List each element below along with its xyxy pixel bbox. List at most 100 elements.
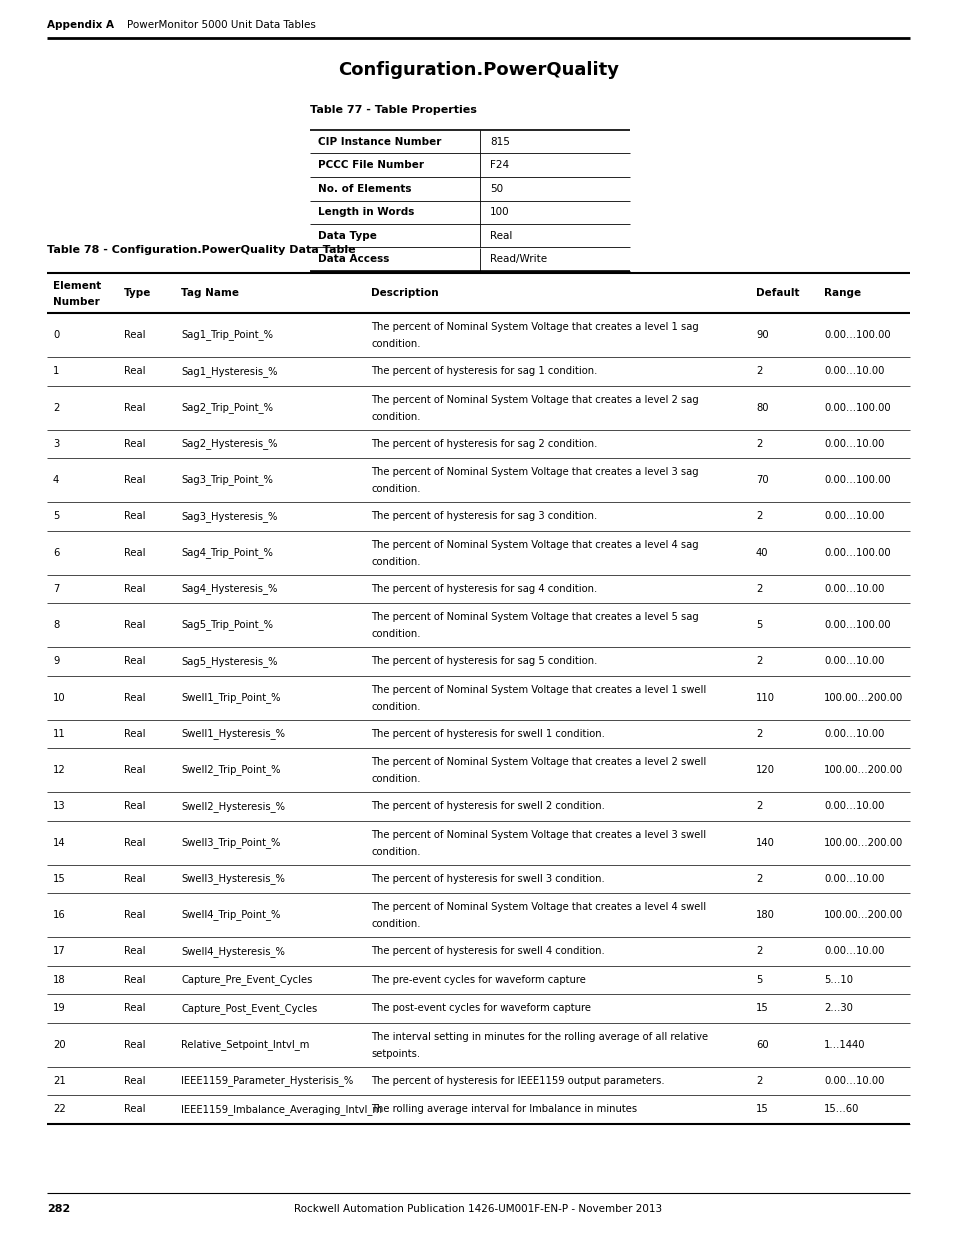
Text: 3: 3 <box>53 438 59 448</box>
Text: 0.00…10.00: 0.00…10.00 <box>823 656 883 666</box>
Text: The rolling average interval for Imbalance in minutes: The rolling average interval for Imbalan… <box>371 1104 637 1114</box>
Text: 0.00…10.00: 0.00…10.00 <box>823 584 883 594</box>
Text: The interval setting in minutes for the rolling average of all relative: The interval setting in minutes for the … <box>371 1031 707 1041</box>
Text: Swell4_Trip_Point_%: Swell4_Trip_Point_% <box>181 909 280 920</box>
Text: Swell2_Trip_Point_%: Swell2_Trip_Point_% <box>181 764 280 776</box>
Text: Number: Number <box>53 296 100 308</box>
Text: 40: 40 <box>755 547 768 557</box>
Text: 21: 21 <box>53 1076 66 1086</box>
Text: 2: 2 <box>755 367 761 377</box>
Text: 50: 50 <box>490 184 502 194</box>
Text: Swell1_Hysteresis_%: Swell1_Hysteresis_% <box>181 729 285 740</box>
Text: Real: Real <box>124 693 146 703</box>
Text: 0.00…100.00: 0.00…100.00 <box>823 330 890 340</box>
Text: Real: Real <box>124 620 146 630</box>
Text: PowerMonitor 5000 Unit Data Tables: PowerMonitor 5000 Unit Data Tables <box>127 20 315 30</box>
Text: 2: 2 <box>755 584 761 594</box>
Text: The pre-event cycles for waveform capture: The pre-event cycles for waveform captur… <box>371 974 585 984</box>
Text: IEEE1159_Parameter_Hysterisis_%: IEEE1159_Parameter_Hysterisis_% <box>181 1076 353 1087</box>
Text: 2: 2 <box>755 511 761 521</box>
Text: 15: 15 <box>755 1104 768 1114</box>
Text: The percent of Nominal System Voltage that creates a level 4 swell: The percent of Nominal System Voltage th… <box>371 902 705 911</box>
Text: 12: 12 <box>53 764 66 776</box>
Text: Real: Real <box>124 584 146 594</box>
Text: 0.00…10.00: 0.00…10.00 <box>823 511 883 521</box>
Text: Data Type: Data Type <box>317 231 376 241</box>
Text: condition.: condition. <box>371 774 420 784</box>
Text: 70: 70 <box>755 475 768 485</box>
Text: The percent of Nominal System Voltage that creates a level 2 sag: The percent of Nominal System Voltage th… <box>371 394 698 405</box>
Text: condition.: condition. <box>371 846 420 857</box>
Text: 17: 17 <box>53 946 66 956</box>
Text: condition.: condition. <box>371 629 420 638</box>
Text: Real: Real <box>124 910 146 920</box>
Text: condition.: condition. <box>371 411 420 421</box>
Text: 2: 2 <box>755 729 761 739</box>
Text: 2…30: 2…30 <box>823 1003 852 1013</box>
Text: Real: Real <box>124 837 146 847</box>
Text: 100.00…200.00: 100.00…200.00 <box>823 693 902 703</box>
Text: Real: Real <box>124 1003 146 1013</box>
Text: Sag3_Trip_Point_%: Sag3_Trip_Point_% <box>181 474 273 485</box>
Text: Range: Range <box>823 288 861 298</box>
Text: Configuration.PowerQuality: Configuration.PowerQuality <box>337 61 618 79</box>
Text: 100.00…200.00: 100.00…200.00 <box>823 837 902 847</box>
Text: condition.: condition. <box>371 701 420 711</box>
Text: Swell2_Hysteresis_%: Swell2_Hysteresis_% <box>181 800 285 811</box>
Text: 11: 11 <box>53 729 66 739</box>
Text: The percent of hysteresis for sag 5 condition.: The percent of hysteresis for sag 5 cond… <box>371 656 597 666</box>
Text: The percent of Nominal System Voltage that creates a level 3 sag: The percent of Nominal System Voltage th… <box>371 467 698 477</box>
Text: 0.00…10.00: 0.00…10.00 <box>823 946 883 956</box>
Text: Real: Real <box>124 1076 146 1086</box>
Text: 100.00…200.00: 100.00…200.00 <box>823 910 902 920</box>
Text: 22: 22 <box>53 1104 66 1114</box>
Text: Sag5_Hysteresis_%: Sag5_Hysteresis_% <box>181 656 277 667</box>
Text: 90: 90 <box>755 330 768 340</box>
Text: Real: Real <box>124 656 146 666</box>
Text: The percent of hysteresis for sag 2 condition.: The percent of hysteresis for sag 2 cond… <box>371 438 597 448</box>
Text: The percent of Nominal System Voltage that creates a level 5 sag: The percent of Nominal System Voltage th… <box>371 613 698 622</box>
Text: Real: Real <box>124 511 146 521</box>
Text: The percent of Nominal System Voltage that creates a level 3 swell: The percent of Nominal System Voltage th… <box>371 830 705 840</box>
Text: Sag2_Hysteresis_%: Sag2_Hysteresis_% <box>181 438 277 450</box>
Text: Real: Real <box>124 403 146 412</box>
Text: 2: 2 <box>755 1076 761 1086</box>
Text: F24: F24 <box>490 161 509 170</box>
Text: No. of Elements: No. of Elements <box>317 184 411 194</box>
Text: 120: 120 <box>755 764 774 776</box>
Text: 7: 7 <box>53 584 59 594</box>
Text: Relative_Setpoint_Intvl_m: Relative_Setpoint_Intvl_m <box>181 1039 309 1050</box>
Text: 0.00…100.00: 0.00…100.00 <box>823 620 890 630</box>
Text: Default: Default <box>755 288 799 298</box>
Text: Table 78 - Configuration.PowerQuality Data Table: Table 78 - Configuration.PowerQuality Da… <box>47 245 355 254</box>
Text: Real: Real <box>124 1104 146 1114</box>
Text: 140: 140 <box>755 837 774 847</box>
Text: 0.00…10.00: 0.00…10.00 <box>823 729 883 739</box>
Text: 60: 60 <box>755 1040 768 1050</box>
Text: Swell3_Hysteresis_%: Swell3_Hysteresis_% <box>181 873 285 884</box>
Text: Read/Write: Read/Write <box>490 254 547 264</box>
Text: Real: Real <box>124 729 146 739</box>
Text: 20: 20 <box>53 1040 66 1050</box>
Text: 5: 5 <box>755 620 761 630</box>
Text: The percent of hysteresis for swell 1 condition.: The percent of hysteresis for swell 1 co… <box>371 729 604 739</box>
Text: Real: Real <box>124 330 146 340</box>
Text: Sag3_Hysteresis_%: Sag3_Hysteresis_% <box>181 511 277 521</box>
Text: Real: Real <box>124 1040 146 1050</box>
Text: 2: 2 <box>755 438 761 448</box>
Text: 0.00…100.00: 0.00…100.00 <box>823 547 890 557</box>
Text: Sag1_Trip_Point_%: Sag1_Trip_Point_% <box>181 330 273 341</box>
Text: 5: 5 <box>53 511 59 521</box>
Text: 0.00…10.00: 0.00…10.00 <box>823 438 883 448</box>
Text: Real: Real <box>124 873 146 884</box>
Text: Real: Real <box>124 547 146 557</box>
Text: The percent of hysteresis for swell 4 condition.: The percent of hysteresis for swell 4 co… <box>371 946 604 956</box>
Text: The percent of hysteresis for sag 3 condition.: The percent of hysteresis for sag 3 cond… <box>371 511 597 521</box>
Text: condition.: condition. <box>371 338 420 350</box>
Text: 2: 2 <box>755 802 761 811</box>
Text: Real: Real <box>124 974 146 984</box>
Text: Real: Real <box>124 764 146 776</box>
Text: The percent of hysteresis for sag 4 condition.: The percent of hysteresis for sag 4 cond… <box>371 584 597 594</box>
Text: Real: Real <box>124 438 146 448</box>
Text: 2: 2 <box>755 873 761 884</box>
